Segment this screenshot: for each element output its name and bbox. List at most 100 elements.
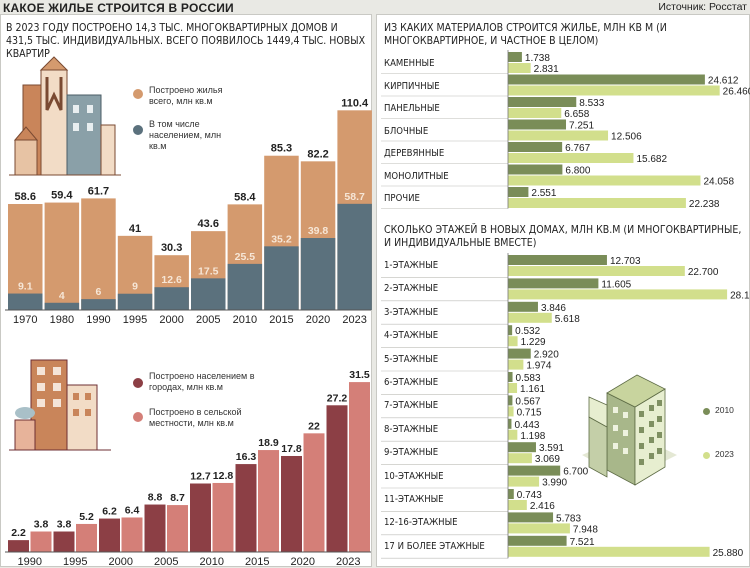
label-2010-c3-0: 12.703: [610, 256, 641, 267]
category-label-c3-12: 17 И БОЛЕЕ ЭТАЖНЫЕ: [384, 540, 485, 552]
legend-rural-label: Построено в сельской местности, млн кв.м: [149, 407, 242, 428]
chart2-bars: 2.2 3.8 1990 3.8 5.2 1995 6.2 6.4 2000 8.8 8.7 2005…: [5, 369, 371, 568]
tick-1980: 1980: [50, 314, 74, 326]
label-rural-2015: 18.9: [258, 437, 279, 449]
bar-population-2015: [264, 246, 299, 310]
label-2023-c2-3: 12.506: [611, 132, 642, 143]
legend-rural-dot: [133, 412, 143, 422]
label-rural-2005: 8.7: [170, 492, 185, 504]
label-2023-c3-8: 3.069: [535, 454, 560, 465]
tick-2015: 2015: [245, 556, 269, 568]
label-total-1970: 58.6: [15, 191, 36, 203]
label-2023-c2-0: 2.831: [534, 64, 559, 75]
bar-total-1980: [44, 202, 80, 310]
category-label-c3-7: 8-ЭТАЖНЫЕ: [384, 423, 439, 435]
bar-population-1995: [117, 293, 153, 310]
tick-2020: 2020: [291, 556, 315, 568]
tick-2020: 2020: [306, 314, 330, 326]
label-2023-c3-1: 28.129: [730, 290, 750, 301]
bar-2023-c3-3: [508, 336, 518, 347]
left-panel: В 2023 ГОДУ ПОСТРОЕНО 14,3 ТЫС. МНОГОКВА…: [0, 14, 372, 568]
bar-population-1990: [81, 299, 116, 310]
bar-2010-c3-9: [508, 465, 561, 476]
bar-2023-c2-4: [508, 153, 634, 163]
bar-2010-c3-4: [508, 348, 531, 359]
legend-urban-label: Построено населением в городах, млн кв.м: [149, 371, 255, 392]
bar-2010-c2-4: [508, 142, 563, 152]
tick-2010: 2010: [233, 314, 257, 326]
bar-urban-2000: [99, 518, 120, 552]
label-2023-c3-4: 1.974: [526, 361, 551, 372]
label-total-2010: 58.4: [234, 191, 256, 203]
label-urban-2010: 12.7: [190, 470, 211, 482]
bar-population-1970: [8, 293, 43, 310]
bar-2023-c3-12: [508, 546, 710, 557]
bar-urban-2010: [190, 483, 211, 552]
legend-2023-label: 2023: [715, 449, 734, 459]
bar-2010-c3-12: [508, 535, 567, 546]
label-population-2015: 35.2: [271, 233, 292, 245]
bar-2010-c2-2: [508, 97, 577, 107]
label-population-2000: 12.6: [161, 274, 182, 286]
page-title: КАКОЕ ЖИЛЬЕ СТРОИТСЯ В РОССИИ: [3, 1, 234, 15]
bar-population-2005: [191, 278, 226, 310]
label-2010-c2-3: 7.251: [569, 121, 594, 132]
bar-2010-c2-6: [508, 187, 529, 197]
bar-2010-c3-10: [508, 489, 514, 499]
bar-2023-c3-5: [508, 383, 518, 393]
bar-2023-c3-2: [508, 312, 552, 323]
building-illustration-2: [9, 359, 111, 451]
bar-2010-c3-8: [508, 442, 536, 453]
category-label-c3-8: 9-ЭТАЖНЫЕ: [384, 447, 439, 459]
bar-urban-2020: [281, 455, 302, 552]
bar-total-1990: [81, 198, 116, 310]
bar-2023-c2-1: [508, 85, 720, 96]
label-2010-c2-5: 6.800: [565, 166, 590, 177]
label-2010-c3-6: 0.567: [515, 396, 540, 407]
bar-2023-c2-2: [508, 108, 562, 118]
category-label-c2-1: КИРПИЧНЫЕ: [384, 80, 440, 92]
legend-total-label: Построено жилья всего, млн кв.м: [149, 85, 223, 106]
category-label-c3-1: 2-ЭТАЖНЫЕ: [384, 283, 439, 295]
bar-2010-c2-0: [508, 52, 522, 62]
bar-rural-2020: [303, 433, 325, 552]
category-label-c3-4: 5-ЭТАЖНЫЕ: [384, 353, 439, 365]
category-label-c3-11: 12-16-ЭТАЖНЫЕ: [384, 517, 458, 529]
label-2010-c3-2: 3.846: [541, 303, 566, 314]
label-population-2020: 39.8: [308, 225, 329, 237]
bar-urban-2015: [235, 464, 257, 552]
label-urban-2020: 17.8: [281, 443, 302, 455]
label-total-2000: 30.3: [161, 242, 182, 254]
label-2010-c3-11: 5.783: [556, 513, 581, 524]
label-total-2020: 82.2: [307, 148, 328, 160]
label-rural-1995: 5.2: [79, 511, 94, 523]
legend-total-dot: [133, 89, 143, 99]
bar-rural-2000: [121, 517, 143, 552]
legend-urban-dot: [133, 378, 143, 388]
label-2010-c2-0: 1.738: [525, 53, 550, 64]
label-2023-c2-4: 15.682: [636, 154, 667, 165]
label-2023-c2-5: 24.058: [703, 177, 734, 188]
right-panel: ИЗ КАКИХ МАТЕРИАЛОВ СТРОИТСЯ ЖИЛЬЕ, МЛН …: [376, 14, 750, 567]
source-note: Источник: Росстат: [658, 1, 747, 13]
bar-total-1970: [8, 204, 43, 310]
bar-2023-c2-6: [508, 198, 686, 208]
category-label-c2-2: ПАНЕЛЬНЫЕ: [384, 103, 440, 114]
chart4-bars: 12.70322.70011.60528.1293.8465.6180.5321…: [381, 253, 750, 559]
bar-population-2000: [154, 287, 189, 310]
label-2023-c3-6: 0.715: [517, 407, 542, 418]
bar-2010-c3-5: [508, 372, 513, 382]
bar-2023-c3-7: [508, 429, 518, 440]
tick-1995: 1995: [63, 556, 87, 568]
label-2023-c3-0: 22.700: [688, 267, 719, 278]
label-total-2005: 43.6: [198, 218, 219, 230]
category-label-c3-6: 7-ЭТАЖНЫЕ: [384, 400, 439, 412]
category-label-c3-2: 3-ЭТАЖНЫЕ: [384, 306, 439, 318]
tick-1990: 1990: [86, 314, 110, 326]
label-population-1990: 6: [96, 286, 102, 298]
label-total-1990: 61.7: [88, 185, 109, 197]
chart1-title: В 2023 ГОДУ ПОСТРОЕНО 14,3 ТЫС. МНОГОКВА…: [6, 22, 366, 60]
label-2010-c3-8: 3.591: [539, 443, 564, 454]
tick-2005: 2005: [196, 314, 220, 326]
